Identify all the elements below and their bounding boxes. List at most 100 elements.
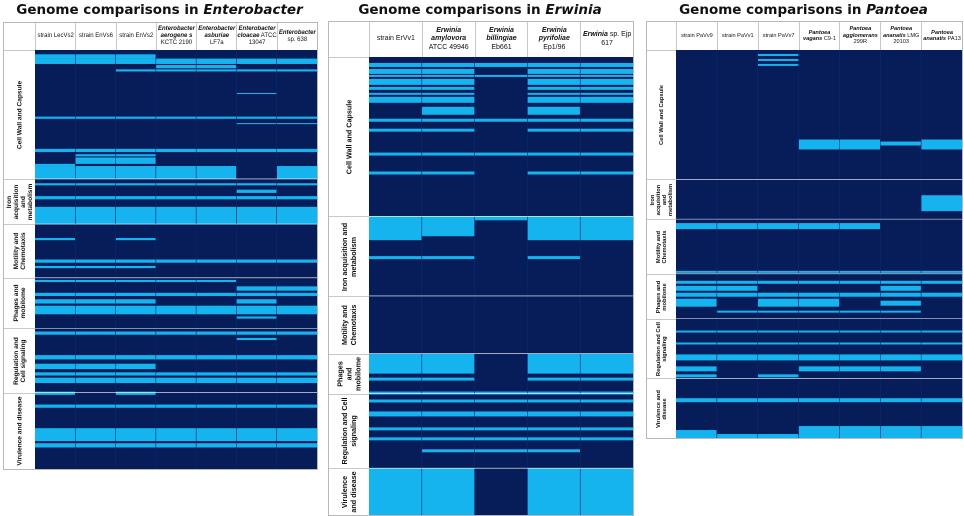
heatmap-background	[676, 50, 962, 438]
present-cell-block	[75, 196, 116, 200]
present-cell-block	[474, 62, 528, 67]
present-cell-block	[155, 305, 197, 315]
present-cell-block	[880, 366, 922, 372]
column-header: Erwinia sp. Ejp 617	[580, 22, 633, 57]
present-cell-block	[276, 183, 317, 186]
present-cell-block	[35, 279, 76, 283]
present-cell-block	[421, 437, 475, 441]
present-cell-block	[35, 372, 76, 376]
present-cell-block	[757, 53, 799, 56]
present-cell-block	[369, 216, 422, 241]
present-cell-block	[527, 171, 581, 175]
category-label: Virulence and disease	[329, 468, 369, 515]
present-cell-block	[880, 270, 922, 273]
present-cell-block	[115, 331, 156, 335]
present-cell-block	[276, 166, 317, 179]
column-header: strain PaVv1	[716, 22, 758, 50]
present-cell-block	[115, 148, 156, 153]
present-cell-block	[155, 58, 197, 64]
category-label: Motility and Chemotaxis	[4, 224, 35, 278]
present-cell-block	[35, 299, 76, 304]
present-cell-block	[75, 404, 116, 408]
present-cell-block	[115, 206, 156, 225]
present-cell-block	[474, 399, 528, 403]
present-cell-block	[716, 270, 758, 273]
present-cell-block	[716, 398, 758, 403]
column-strain: strain PaVv9	[681, 32, 713, 39]
present-cell-block	[75, 206, 116, 225]
present-cell-block	[276, 377, 317, 384]
present-cell-block	[75, 265, 116, 269]
present-cell-block	[276, 123, 317, 125]
present-cell-block	[236, 337, 277, 341]
present-cell-block	[369, 411, 422, 417]
column-header: strain ErVv1	[369, 22, 422, 57]
column-strain: ATCC 49946	[428, 43, 469, 51]
category-label: Regulation and Cell signaling	[647, 318, 676, 379]
present-cell-block	[527, 427, 581, 431]
panel-title: Genome comparisons in Erwinia	[328, 2, 632, 18]
present-cell-block	[75, 331, 116, 335]
present-cell-block	[798, 354, 840, 361]
present-cell-block	[196, 166, 237, 179]
present-cell-block	[115, 157, 156, 164]
column-strain: Ep1/96	[543, 43, 566, 51]
present-cell-block	[421, 411, 475, 417]
column-header: Pantoea agglomerans 299R	[839, 22, 880, 50]
present-cell-block	[35, 443, 76, 448]
present-cell-block	[527, 377, 581, 381]
present-cell-block	[369, 68, 422, 74]
column-header: strain EnVs6	[75, 23, 115, 50]
present-cell-block	[421, 106, 475, 115]
present-cell-block	[421, 118, 475, 122]
category-text: Regulation and Cell signaling	[340, 397, 358, 465]
present-cell-block	[115, 69, 156, 72]
present-cell-block	[276, 58, 317, 64]
present-cell-block	[421, 96, 475, 103]
present-cell-block	[880, 285, 922, 291]
title-genus: Enterobacter	[203, 2, 303, 18]
present-cell-block	[35, 58, 76, 64]
column-strain: LF7a	[209, 39, 224, 46]
present-cell-block	[369, 353, 422, 374]
present-cell-block	[155, 148, 197, 153]
present-cell-block	[676, 434, 717, 438]
present-cell-block	[757, 58, 799, 61]
present-cell-block	[798, 398, 840, 403]
heatmap-cells	[35, 50, 317, 469]
present-cell-block	[880, 280, 922, 284]
present-cell-block	[155, 206, 197, 225]
present-cell-block	[921, 195, 962, 212]
column-header: Enterobacter asburiae LF7a	[196, 23, 236, 50]
present-cell-block	[155, 196, 197, 200]
present-cell-block	[580, 92, 633, 95]
present-cell-block	[236, 299, 277, 304]
category-text: Motility and Chemotaxis	[340, 304, 358, 346]
present-cell-block	[115, 259, 156, 263]
present-cell-block	[35, 238, 76, 241]
present-cell-block	[421, 216, 475, 237]
present-cell-block	[921, 292, 962, 297]
present-cell-block	[196, 404, 237, 408]
present-cell-block	[115, 305, 156, 315]
present-cell-block	[115, 238, 156, 241]
present-cell-block	[676, 280, 717, 284]
column-header: Erwinia billingiae Eb661	[474, 22, 528, 57]
present-cell-block	[155, 377, 197, 384]
category-label: Phages and mobilome	[329, 353, 369, 394]
present-cell-block	[115, 363, 156, 370]
present-cell-block	[580, 377, 633, 381]
present-cell-block	[155, 116, 197, 119]
present-cell-block	[236, 92, 277, 95]
present-cell-block	[75, 299, 116, 304]
present-cell-block	[196, 259, 237, 263]
column-strain: KCTC 2190	[160, 39, 193, 46]
category-label: Regulation and Cell signaling	[4, 328, 35, 392]
present-cell-block	[369, 62, 422, 67]
present-cell-block	[369, 427, 422, 431]
present-cell-block	[421, 62, 475, 67]
present-cell-block	[276, 331, 317, 335]
present-cell-block	[527, 118, 581, 122]
title-prefix: Genome comparisons in	[16, 2, 204, 18]
panel-title: Genome comparisons in Enterobacter	[3, 2, 316, 18]
